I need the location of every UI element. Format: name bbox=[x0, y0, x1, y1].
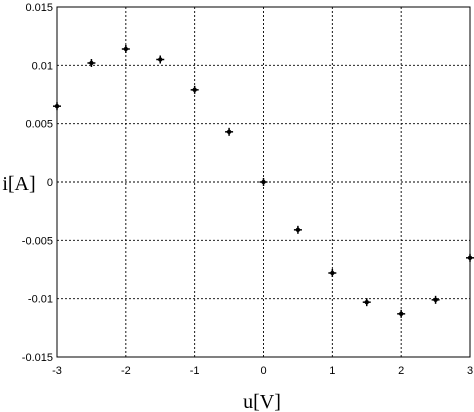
x-tick-label: -3 bbox=[52, 365, 62, 377]
data-point bbox=[328, 269, 337, 277]
data-points bbox=[53, 45, 474, 318]
data-point bbox=[466, 253, 474, 262]
data-point bbox=[397, 309, 406, 318]
data-point bbox=[259, 178, 268, 186]
y-tick-label: 0.015 bbox=[25, 2, 53, 14]
y-tick-label: -0.01 bbox=[28, 294, 53, 306]
y-tick-label: -0.015 bbox=[22, 352, 53, 364]
x-tick-label: -1 bbox=[190, 365, 200, 377]
data-point bbox=[121, 45, 130, 53]
x-tick-label: 3 bbox=[467, 365, 473, 377]
y-axis-ticks: 0.015 0.01 0.005 0 -0.005 -0.01 -0.015 bbox=[22, 2, 53, 364]
data-point bbox=[156, 55, 165, 64]
x-axis-label: u[V] bbox=[243, 391, 281, 412]
x-axis-ticks: -3 -2 -1 0 1 2 3 bbox=[52, 365, 473, 377]
data-point bbox=[362, 298, 371, 307]
y-axis-label: i[A] bbox=[2, 173, 35, 195]
data-point bbox=[293, 225, 302, 234]
x-tick-label: 0 bbox=[260, 365, 266, 377]
y-tick-label: 0.01 bbox=[32, 60, 53, 72]
grid-lines bbox=[57, 7, 470, 357]
data-point bbox=[431, 295, 440, 304]
plot-frame bbox=[56, 6, 471, 358]
data-point bbox=[87, 59, 96, 67]
data-point bbox=[190, 85, 199, 94]
data-point bbox=[53, 102, 61, 111]
y-tick-label: -0.005 bbox=[22, 235, 53, 247]
x-tick-label: 2 bbox=[398, 365, 404, 377]
y-tick-label: 0.005 bbox=[25, 119, 53, 131]
y-tick-label: 0 bbox=[47, 177, 53, 189]
data-point bbox=[225, 127, 234, 136]
x-tick-label: -2 bbox=[121, 365, 131, 377]
x-tick-label: 1 bbox=[329, 365, 335, 377]
